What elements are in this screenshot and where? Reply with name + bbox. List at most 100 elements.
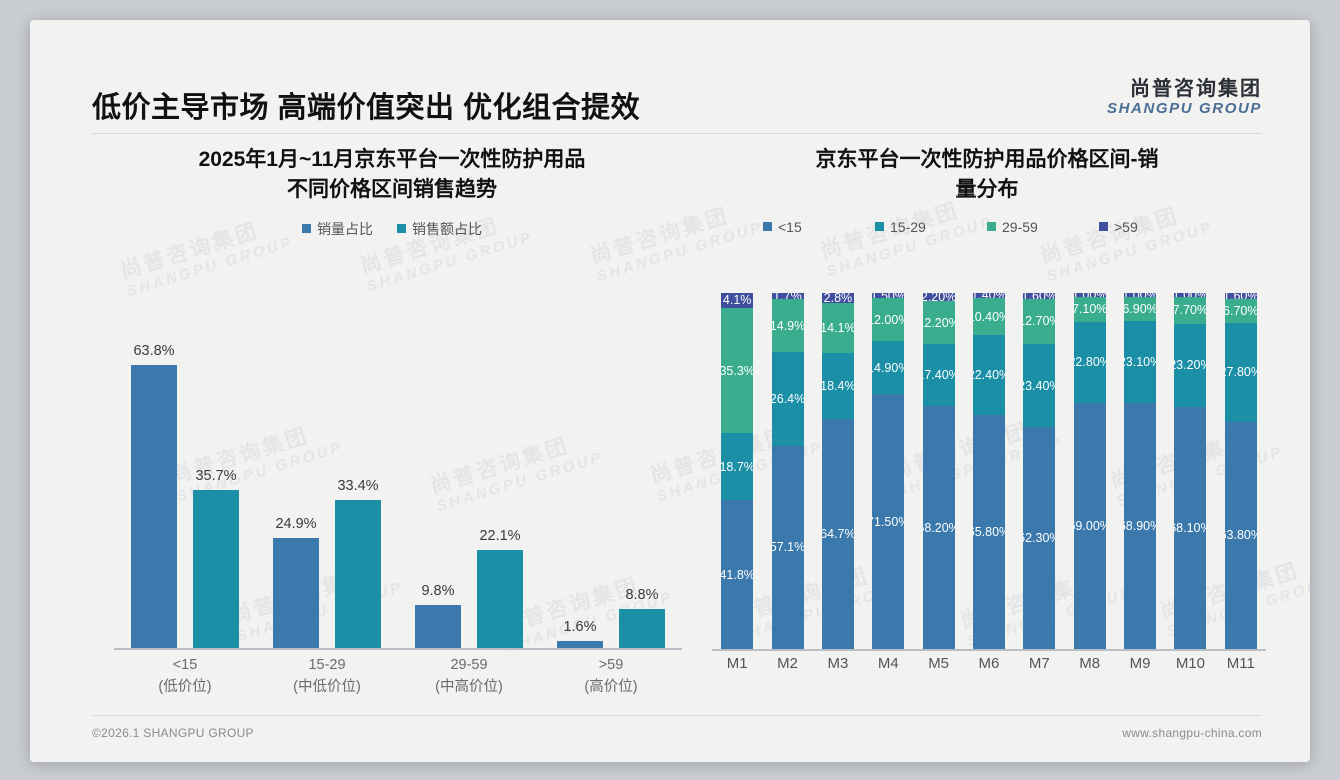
stack-segment[interactable]: 12.20%: [922, 300, 955, 345]
bar[interactable]: [193, 489, 239, 648]
bar[interactable]: [477, 550, 523, 648]
bar-column[interactable]: 24.9%: [273, 305, 319, 648]
stack-segment[interactable]: 1.50%: [872, 293, 905, 299]
stack-segment[interactable]: 23.10%: [1124, 321, 1157, 404]
bar[interactable]: [557, 640, 603, 648]
stacked-bar-column[interactable]: 1.00% 7.10% 22.80% 69.00%: [1065, 293, 1115, 649]
stacked-bar-column[interactable]: 1.00% 6.90% 23.10% 68.90%: [1115, 293, 1165, 649]
stacked-bar-column[interactable]: 1.60% 12.70% 23.40% 62.30%: [1014, 293, 1064, 649]
right-chart-title-line2: 量分布: [955, 177, 1019, 201]
legend-item->59[interactable]: >59: [1099, 219, 1211, 235]
x-axis-label: M1: [726, 655, 748, 672]
stack-segment-label: 6.90%: [1124, 301, 1157, 316]
legend-item-sales-amount[interactable]: 销售额占比: [397, 219, 482, 239]
stack-segment[interactable]: 14.9%: [771, 299, 804, 353]
stacked-bar-column[interactable]: 1.40% 10.40% 22.40% 65.80%: [964, 293, 1014, 649]
stacked-bar-column[interactable]: 1.50% 12.00% 14.90% 71.50%: [863, 293, 913, 649]
stack-segment[interactable]: 14.90%: [872, 341, 905, 395]
stack-segment[interactable]: 71.50%: [872, 394, 905, 649]
stack-segment[interactable]: 68.10%: [1174, 406, 1207, 649]
stacked-bar[interactable]: 1.50% 12.00% 14.90% 71.50%: [872, 293, 905, 649]
stack-segment[interactable]: 63.80%: [1224, 421, 1257, 649]
stacked-bar-column[interactable]: 2.8% 14.1% 18.4% 64.7%: [813, 293, 863, 649]
stacked-bar-column[interactable]: 1.00% 7.70% 23.20% 68.10%: [1165, 293, 1215, 649]
stacked-bar[interactable]: 4.1% 35.3% 18.7% 41.8%: [721, 293, 754, 649]
stack-segment[interactable]: 1.7%: [771, 293, 804, 300]
stack-segment-label: 62.30%: [1023, 531, 1055, 546]
bar[interactable]: [415, 604, 461, 648]
stacked-bar[interactable]: 2.20% 12.20% 17.40% 68.20%: [922, 293, 955, 649]
stack-segment[interactable]: 1.40%: [972, 293, 1005, 298]
stack-segment[interactable]: 2.8%: [821, 293, 854, 303]
stacked-bar-column[interactable]: 4.1% 35.3% 18.7% 41.8%: [712, 293, 762, 649]
stacked-bar[interactable]: 1.60% 12.70% 23.40% 62.30%: [1023, 293, 1056, 649]
x-axis-label: M4: [877, 655, 899, 672]
stack-segment[interactable]: 1.00%: [1073, 293, 1106, 297]
stack-segment[interactable]: 17.40%: [922, 344, 955, 407]
stack-segment[interactable]: 69.00%: [1073, 403, 1106, 649]
stacked-bar-column[interactable]: 2.20% 12.20% 17.40% 68.20%: [913, 293, 963, 649]
stack-segment[interactable]: 1.00%: [1124, 293, 1157, 297]
stack-segment[interactable]: 27.80%: [1224, 322, 1257, 422]
bar-column[interactable]: 8.8%: [619, 305, 665, 648]
stack-segment[interactable]: 14.1%: [821, 302, 854, 354]
legend-item-<15[interactable]: <15: [763, 219, 875, 235]
stacked-bar[interactable]: 1.40% 10.40% 22.40% 65.80%: [972, 293, 1005, 649]
stack-segment[interactable]: 1.60%: [1224, 293, 1257, 299]
legend-item-29-59[interactable]: 29-59: [987, 219, 1099, 235]
stack-segment[interactable]: 12.00%: [872, 298, 905, 342]
bar-group: 24.9% 33.4%: [256, 305, 398, 648]
bar[interactable]: [619, 609, 665, 648]
stacked-bar-column[interactable]: 1.60% 6.70% 27.80% 63.80%: [1216, 293, 1266, 649]
stack-segment[interactable]: 12.70%: [1023, 298, 1056, 344]
bar-column[interactable]: 63.8%: [131, 305, 177, 648]
stack-segment[interactable]: 23.20%: [1174, 323, 1207, 407]
stack-segment-label: 1.50%: [872, 293, 904, 298]
stacked-bar[interactable]: 1.00% 7.70% 23.20% 68.10%: [1174, 293, 1207, 649]
stack-segment[interactable]: 35.3%: [721, 307, 754, 434]
stack-segment[interactable]: 68.20%: [922, 406, 955, 649]
stacked-bar[interactable]: 1.00% 6.90% 23.10% 68.90%: [1124, 293, 1157, 649]
stack-segment[interactable]: 6.90%: [1124, 296, 1157, 322]
bar[interactable]: [273, 537, 319, 648]
stack-segment[interactable]: 18.4%: [821, 353, 854, 419]
x-axis-label: M6: [978, 655, 1000, 672]
stack-segment[interactable]: 22.40%: [972, 335, 1005, 415]
stacked-bar[interactable]: 1.60% 6.70% 27.80% 63.80%: [1224, 293, 1257, 649]
stack-segment[interactable]: 10.40%: [972, 297, 1005, 336]
stacked-bar[interactable]: 2.8% 14.1% 18.4% 64.7%: [821, 293, 854, 649]
bar-column[interactable]: 22.1%: [477, 305, 523, 648]
stack-segment[interactable]: 22.80%: [1073, 321, 1106, 404]
bar[interactable]: [131, 365, 177, 648]
stack-segment[interactable]: 1.00%: [1174, 293, 1207, 297]
stack-segment-label: 18.4%: [821, 378, 854, 393]
bar[interactable]: [335, 500, 381, 648]
stacked-bar[interactable]: 1.00% 7.10% 22.80% 69.00%: [1073, 293, 1106, 649]
stack-segment[interactable]: 7.10%: [1073, 296, 1106, 322]
x-axis-label: M8: [1079, 655, 1101, 672]
stacked-bar-column[interactable]: 1.7% 14.9% 26.4% 57.1%: [762, 293, 812, 649]
stack-segment[interactable]: 4.1%: [721, 293, 754, 308]
stacked-bar[interactable]: 1.7% 14.9% 26.4% 57.1%: [771, 293, 804, 649]
stack-segment[interactable]: 57.1%: [771, 445, 804, 649]
footer-website[interactable]: www.shangpu-china.com: [1122, 726, 1262, 740]
stack-segment[interactable]: 41.8%: [721, 500, 754, 649]
stack-segment-label: 14.1%: [821, 321, 854, 336]
bar-column[interactable]: 35.7%: [193, 305, 239, 648]
stack-segment[interactable]: 2.20%: [922, 293, 955, 301]
bar-column[interactable]: 33.4%: [335, 305, 381, 648]
legend-item-sales-volume[interactable]: 销量占比: [302, 219, 373, 239]
stack-segment[interactable]: 64.7%: [821, 418, 854, 649]
stack-segment[interactable]: 7.70%: [1174, 296, 1207, 324]
stack-segment[interactable]: 62.30%: [1023, 427, 1056, 649]
stack-segment[interactable]: 1.60%: [1023, 293, 1056, 299]
stack-segment[interactable]: 26.4%: [771, 352, 804, 446]
bar-column[interactable]: 1.6%: [557, 305, 603, 648]
stack-segment[interactable]: 23.40%: [1023, 343, 1056, 428]
stack-segment[interactable]: 68.90%: [1124, 403, 1157, 649]
bar-column[interactable]: 9.8%: [415, 305, 461, 648]
stack-segment[interactable]: 18.7%: [721, 433, 754, 501]
stack-segment[interactable]: 65.80%: [972, 414, 1005, 649]
stack-segment[interactable]: 6.70%: [1224, 298, 1257, 323]
legend-item-15-29[interactable]: 15-29: [875, 219, 987, 235]
